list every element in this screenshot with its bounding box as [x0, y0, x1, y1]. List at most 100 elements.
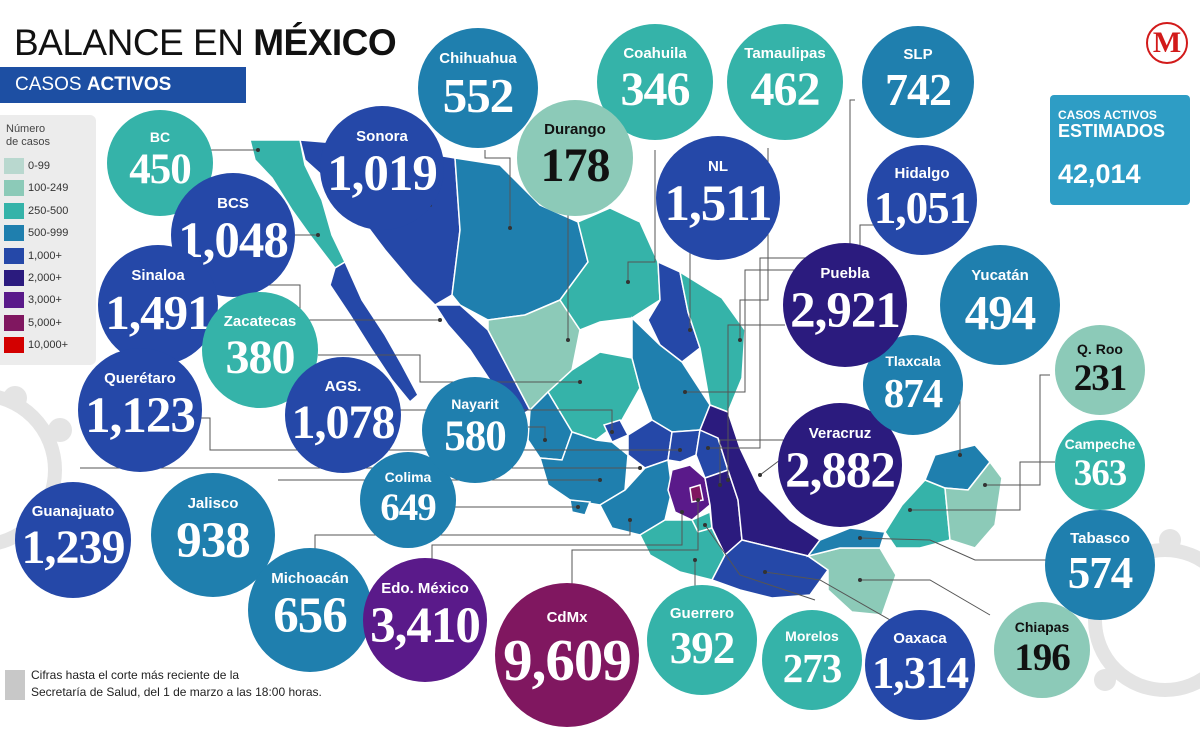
state-queretaro [667, 429, 701, 463]
bubble-morelos: Morelos 273 [762, 610, 862, 710]
bubble-chihuahua-value: 552 [442, 68, 515, 123]
subtitle-light: CASOS [15, 74, 87, 95]
bubble-guanajuato-name: Guanajuato [31, 503, 115, 520]
title-bold: MÉXICO [253, 22, 397, 63]
state-qroo [944, 460, 1003, 549]
legend-item: 10,000+ [4, 336, 68, 354]
bubble-ags-value: 1,078 [291, 396, 396, 449]
bubble-oaxaca-name: Oaxaca [893, 630, 947, 647]
legend-item: 3,000+ [4, 291, 62, 309]
bubble-nayarit: Nayarit 580 [422, 377, 528, 483]
bubble-edomex-value: 3,410 [370, 598, 481, 654]
bubble-yucatan-value: 494 [964, 285, 1037, 340]
title-light: BALANCE EN [14, 22, 254, 63]
bubble-tamaulipas-value: 462 [750, 63, 821, 116]
bubble-campeche: Campeche 363 [1055, 420, 1145, 510]
bubble-guerrero-value: 392 [669, 623, 736, 673]
legend-item: 5,000+ [4, 314, 62, 332]
legend-label: 1,000+ [28, 249, 62, 262]
bubble-slp: SLP 742 [862, 26, 974, 138]
bubble-yucatan-name: Yucatán [971, 267, 1029, 284]
legend-swatch [4, 158, 24, 174]
legend-item: 500-999 [4, 224, 68, 242]
legend-item: 1,000+ [4, 247, 62, 265]
bubble-michoacan: Michoacán 656 [248, 548, 372, 672]
state-bcs [329, 260, 419, 404]
bubble-morelos-name: Morelos [785, 628, 839, 644]
legend-item: 250-500 [4, 202, 68, 220]
bubble-tabasco-name: Tabasco [1070, 530, 1130, 547]
bubble-puebla-value: 2,921 [790, 283, 901, 339]
estimated-label-line2: ESTIMADOS [1058, 121, 1166, 141]
bubble-jalisco-name: Jalisco [187, 495, 239, 512]
legend-item: 100-249 [4, 179, 68, 197]
bubble-slp-name: SLP [903, 46, 933, 63]
bubble-tabasco-value: 574 [1067, 548, 1134, 598]
legend: Número de casos 0-99 100-249 250-500 500-99… [0, 115, 96, 365]
legend-swatch [4, 180, 24, 197]
legend-swatch [4, 270, 24, 286]
bubble-michoacan-value: 656 [273, 588, 348, 644]
footnote-line1: Cifras hasta el corte más reciente de la [31, 668, 240, 682]
legend-swatch [4, 225, 24, 242]
bubble-sinaloa: Sinaloa 1,491 [98, 245, 218, 365]
bubble-puebla: Puebla 2,921 [783, 243, 907, 367]
bubble-durango-name: Durango [544, 121, 606, 138]
legend-swatch [4, 292, 24, 309]
bubble-hidalgo: Hidalgo 1,051 [867, 145, 977, 255]
bubble-edomex: Edo. México 3,410 [363, 558, 487, 682]
bubble-coahuila-name: Coahuila [623, 45, 687, 62]
legend-title: Número de casos [6, 123, 50, 149]
bubble-veracruz-name: Veracruz [808, 425, 872, 442]
bubble-oaxaca: Oaxaca 1,314 [865, 610, 975, 720]
legend-item: 0-99 [4, 157, 50, 175]
bubble-tabasco: Tabasco 574 [1045, 510, 1155, 620]
bubble-guanajuato: Guanajuato 1,239 [15, 482, 131, 598]
bubble-sinaloa-value: 1,491 [105, 285, 211, 340]
bubble-guanajuato-value: 1,239 [21, 521, 126, 574]
bubble-tlaxcala-value: 874 [883, 370, 944, 416]
legend-swatch [4, 314, 24, 331]
legend-label: 250-500 [28, 204, 69, 217]
bubble-sinaloa-name: Sinaloa [131, 267, 185, 284]
legend-swatch [4, 202, 24, 219]
bubble-edomex-name: Edo. México [381, 580, 469, 597]
bubble-campeche-name: Campeche [1064, 436, 1136, 452]
estimated-label-line1: CASOS ACTIVOS [1058, 108, 1157, 122]
bubble-bc-value: 450 [129, 146, 192, 193]
bubble-sonora: Sonora 1,019 [320, 106, 444, 230]
bubble-hidalgo-name: Hidalgo [894, 165, 950, 182]
page-title: BALANCE EN MÉXICO [14, 22, 397, 64]
bubble-ags-name: AGS. [324, 378, 362, 395]
bubble-qroo: Q. Roo 231 [1055, 325, 1145, 415]
bubble-yucatan: Yucatán 494 [940, 245, 1060, 365]
bubble-chiapas-value: 196 [1014, 636, 1071, 679]
bubble-colima-name: Colima [384, 469, 432, 485]
bubble-nayarit-value: 580 [444, 413, 507, 460]
bubble-nl-value: 1,511 [664, 176, 773, 232]
legend-label: 5,000+ [28, 316, 62, 329]
legend-label: 100-249 [28, 182, 69, 195]
bubble-qroo-name: Q. Roo [1077, 341, 1123, 357]
bubble-nayarit-name: Nayarit [451, 396, 499, 412]
bubble-queretaro-value: 1,123 [85, 388, 196, 444]
legend-label: 500-999 [28, 227, 69, 240]
bubble-puebla-name: Puebla [820, 265, 870, 282]
bubble-tamaulipas: Tamaulipas 462 [727, 24, 843, 140]
bubble-ags: AGS. 1,078 [285, 357, 401, 473]
state-cdmx [689, 484, 704, 503]
bubble-nl: NL 1,511 [656, 136, 780, 260]
subtitle-banner: CASOS ACTIVOS [0, 67, 246, 103]
estimated-cases-box: CASOS ACTIVOS ESTIMADOS 42,014 [1050, 95, 1190, 205]
bubble-qroo-value: 231 [1073, 358, 1128, 399]
bubble-queretaro-name: Querétaro [104, 370, 176, 387]
bubble-veracruz-value: 2,882 [785, 443, 896, 499]
bubble-sonora-name: Sonora [356, 128, 408, 145]
bubble-morelos-value: 273 [782, 645, 843, 691]
legend-label: 2,000+ [28, 272, 62, 284]
footnote: Cifras hasta el corte más reciente de la… [31, 667, 322, 701]
bubble-chiapas: Chiapas 196 [994, 602, 1090, 698]
